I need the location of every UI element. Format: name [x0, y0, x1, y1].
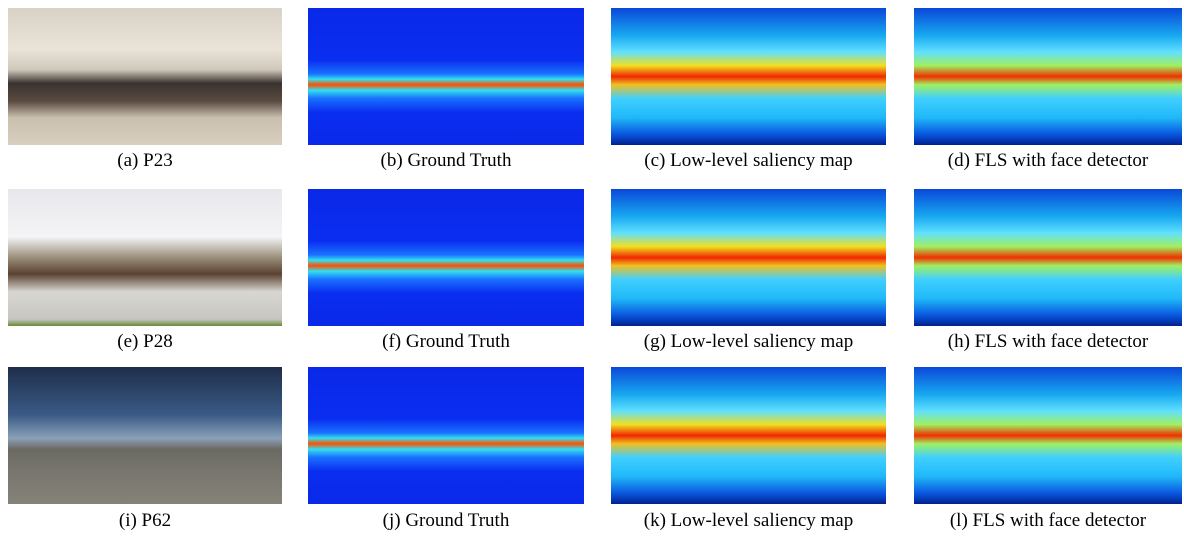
caption: (j) Ground Truth — [382, 510, 510, 531]
caption: (e) P28 — [117, 331, 173, 352]
caption: (f) Ground Truth — [382, 331, 510, 352]
ground-truth-map — [308, 367, 584, 504]
caption: (h) FLS with face detector — [947, 331, 1149, 352]
caption: (a) P23 — [117, 150, 173, 171]
saliency-map — [611, 8, 886, 145]
photo — [8, 8, 282, 145]
photo — [8, 189, 282, 326]
caption: (i) P62 — [118, 510, 172, 531]
caption: (g) Low-level saliency map — [643, 331, 854, 352]
caption: (l) FLS with face detector — [949, 510, 1147, 531]
caption: (k) Low-level saliency map — [643, 510, 854, 531]
caption: (b) Ground Truth — [380, 150, 512, 171]
ground-truth-map — [308, 8, 584, 145]
photo — [8, 367, 282, 504]
caption: (c) Low-level saliency map — [644, 150, 853, 171]
saliency-map — [914, 8, 1182, 145]
saliency-map — [611, 367, 886, 504]
saliency-map — [914, 367, 1182, 504]
caption: (d) FLS with face detector — [947, 150, 1149, 171]
ground-truth-map — [308, 189, 584, 326]
saliency-map — [914, 189, 1182, 326]
saliency-map — [611, 189, 886, 326]
